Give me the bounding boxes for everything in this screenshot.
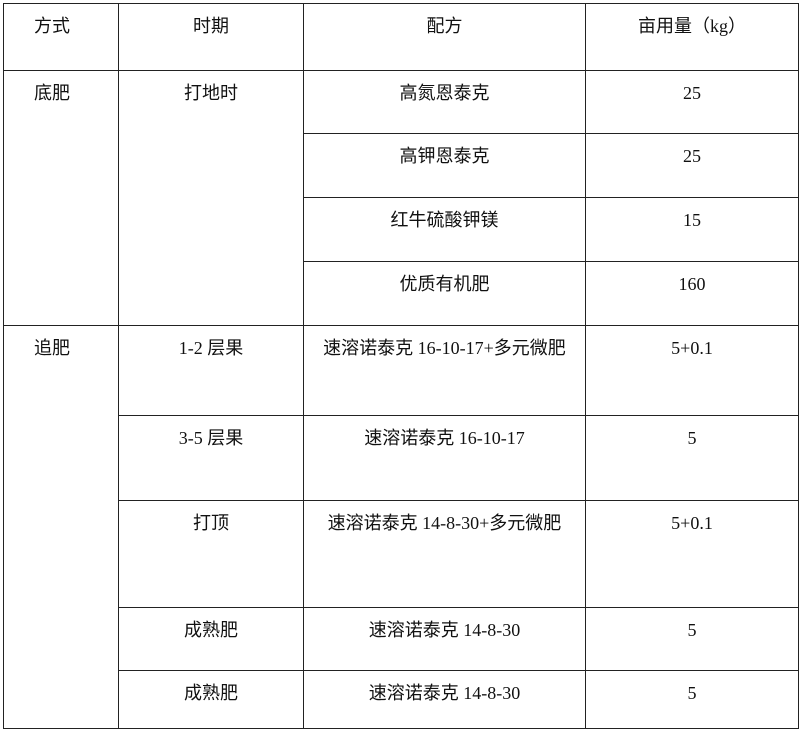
amount-cell: 5+0.1 [585,500,799,608]
formula-cell: 速溶诺泰克 14-8-30 [303,670,586,729]
amount-cell: 25 [585,70,799,134]
method-cell: 底肥 [3,70,119,326]
table-row: 3-5 层果 速溶诺泰克 16-10-17 5 [4,415,799,501]
amount-cell: 25 [585,133,799,198]
formula-cell: 速溶诺泰克 16-10-17 [303,415,586,501]
header-formula: 配方 [303,3,586,71]
amount-cell: 5 [585,415,799,501]
amount-cell: 5 [585,607,799,671]
amount-cell: 160 [585,261,799,326]
table-row: 高钾恩泰克 25 [4,133,799,198]
fertilizer-table: 方式 时期 配方 亩用量（kg） 底肥 打地时 高氮恩泰克 25 高钾恩泰克 2… [3,3,799,729]
table-row: 底肥 打地时 高氮恩泰克 25 [3,70,799,326]
amount-cell: 5+0.1 [585,325,799,416]
table-row: 成熟肥 速溶诺泰克 14-8-30 5 [4,670,799,729]
formula-cell: 速溶诺泰克 14-8-30 [303,607,586,671]
method-cell: 追肥 [3,325,119,729]
period-cell: 成熟肥 [118,607,304,671]
table-row: 追肥 1-2 层果 速溶诺泰克 16-10-17+多元微肥 5+0.1 [3,325,799,729]
formula-cell: 速溶诺泰克 14-8-30+多元微肥 [303,500,586,608]
amount-cell: 5 [585,670,799,729]
period-cell: 成熟肥 [118,670,304,729]
table-row: 成熟肥 速溶诺泰克 14-8-30 5 [4,607,799,671]
formula-cell: 高钾恩泰克 [303,133,586,198]
period-cell: 1-2 层果 [118,325,304,416]
period-cell: 打地时 [118,70,304,326]
table-row: 优质有机肥 160 [4,261,799,326]
formula-cell: 速溶诺泰克 16-10-17+多元微肥 [303,325,586,416]
header-row: 方式 时期 配方 亩用量（kg） [3,3,799,71]
formula-cell: 红牛硫酸钾镁 [303,197,586,262]
table-row: 红牛硫酸钾镁 15 [4,197,799,262]
formula-cell: 高氮恩泰克 [303,70,586,134]
header-amount: 亩用量（kg） [585,3,799,71]
formula-cell: 优质有机肥 [303,261,586,326]
period-cell: 打顶 [118,500,304,608]
period-cell: 3-5 层果 [118,415,304,501]
amount-cell: 15 [585,197,799,262]
header-period: 时期 [118,3,304,71]
header-method: 方式 [3,3,119,71]
table-row: 打顶 速溶诺泰克 14-8-30+多元微肥 5+0.1 [4,500,799,608]
